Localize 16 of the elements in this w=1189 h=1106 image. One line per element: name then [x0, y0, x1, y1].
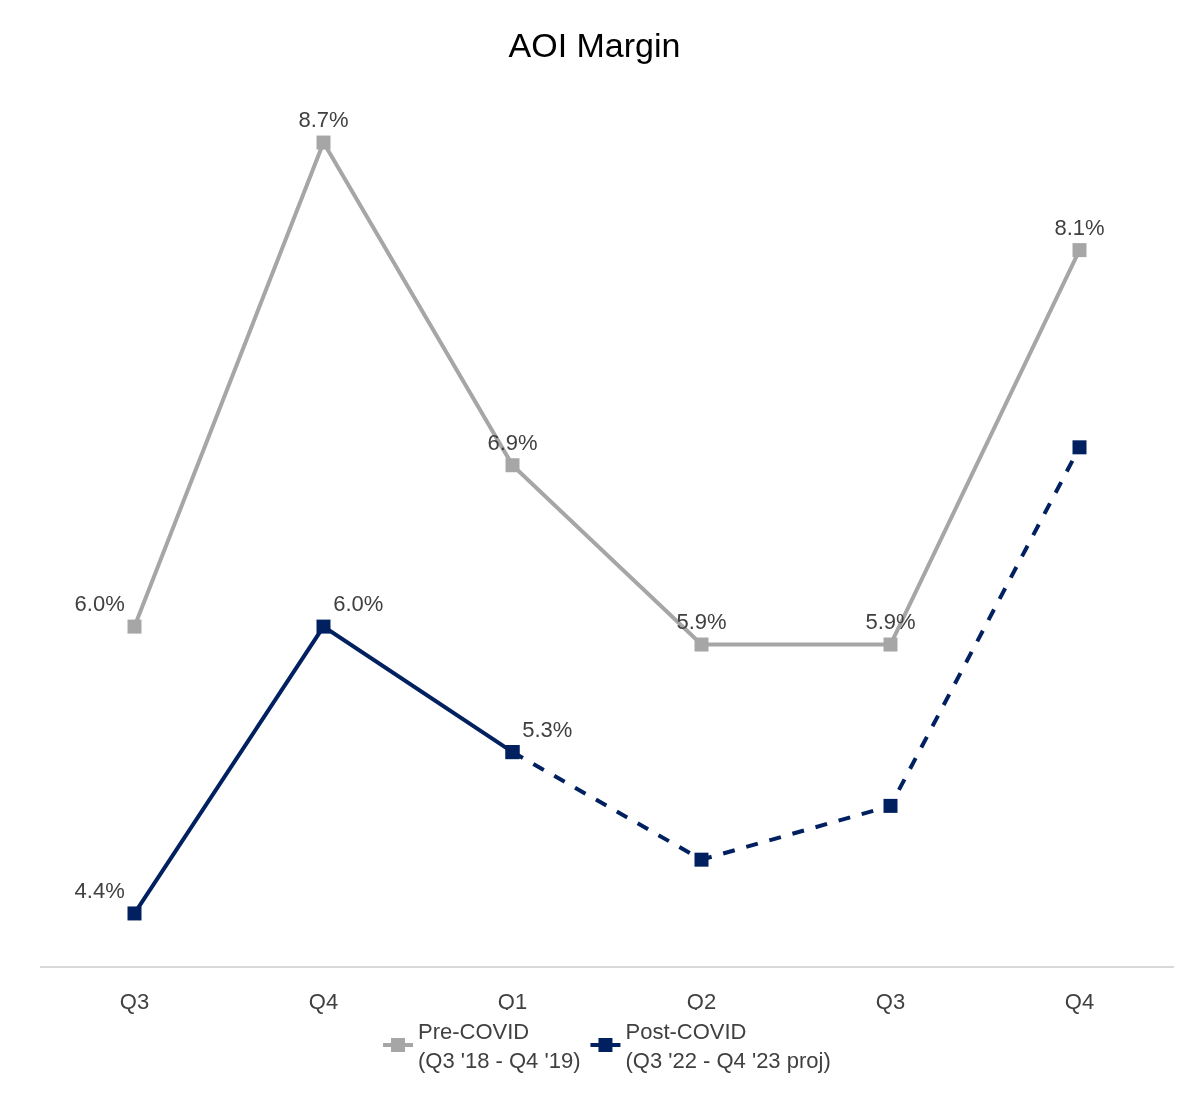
legend-label: Pre-COVID (Q3 '18 - Q4 '19): [418, 1019, 581, 1073]
data-label: 8.7%: [298, 107, 349, 133]
data-label: 6.9%: [487, 430, 538, 455]
data-label: 5.9%: [676, 609, 727, 635]
legend-label: Post-COVID (Q3 '22 - Q4 '23 proj): [625, 1019, 831, 1073]
x-tick-label: Q3: [119, 989, 150, 1015]
data-label: 6.0%: [333, 591, 384, 617]
data-label: 8.1%: [1054, 214, 1105, 240]
data-label: 6.0%: [74, 591, 125, 617]
data-label: 4.4%: [74, 878, 125, 904]
x-tick-label: Q4: [1064, 989, 1095, 1015]
x-tick-label: Q3: [875, 989, 906, 1015]
data-label: 5.9%: [865, 609, 916, 635]
chart-title: AOI Margin: [508, 25, 681, 64]
x-tick-label: Q4: [308, 989, 339, 1015]
data-label: 5.3%: [522, 716, 573, 742]
